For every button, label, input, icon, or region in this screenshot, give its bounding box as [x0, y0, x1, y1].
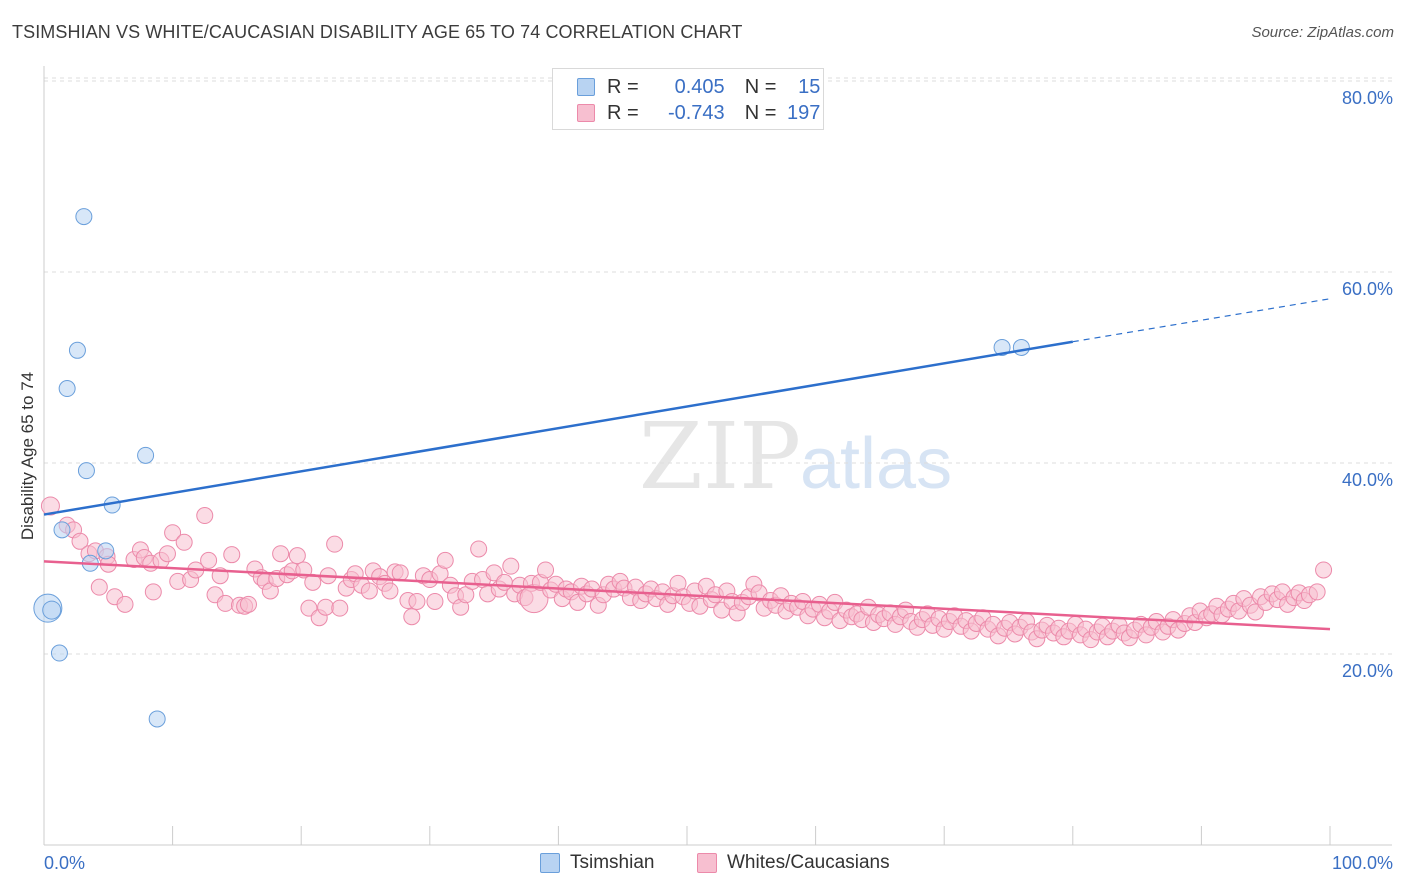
- white-caucasian-point: [436, 551, 454, 569]
- tsimshian-point: [1012, 338, 1030, 356]
- x-tick-label: 0.0%: [44, 853, 85, 873]
- r-label: R =: [607, 75, 639, 98]
- tsimshian-point: [50, 644, 68, 662]
- white-caucasian-point: [40, 496, 60, 516]
- white-caucasian-point: [391, 564, 409, 582]
- white-caucasian-point: [408, 592, 426, 610]
- white-caucasian-point: [216, 594, 234, 612]
- trend-lines: [43, 298, 1331, 631]
- tsimshian-point: [148, 710, 166, 728]
- y-tick-label: 80.0%: [1342, 88, 1393, 108]
- tick-labels: 20.0% 40.0% 60.0% 80.0% 0.0% 100.0%: [44, 88, 1393, 873]
- white-caucasian-point: [403, 608, 421, 626]
- tsimshian-point: [993, 338, 1011, 356]
- white-caucasian-point: [326, 535, 344, 553]
- white-caucasian-point: [175, 533, 193, 551]
- white-legend-swatch: [697, 853, 717, 873]
- white-caucasian-point: [200, 551, 218, 569]
- y-tick-label: 60.0%: [1342, 279, 1393, 299]
- source-credit: Source: ZipAtlas.com: [1251, 24, 1394, 41]
- x-tick-label: 100.0%: [1332, 853, 1393, 873]
- watermark-atlas: atlas: [800, 424, 952, 504]
- white-caucasian-point: [90, 578, 108, 596]
- white-caucasian-point: [164, 524, 182, 542]
- tsimshian-point: [53, 521, 71, 539]
- legend-item-white[interactable]: Whites/Caucasians: [697, 852, 890, 874]
- y-tick-label: 20.0%: [1342, 661, 1393, 681]
- y-tick-label: 40.0%: [1342, 470, 1393, 490]
- white-caucasian-point: [470, 540, 488, 558]
- tsimshian-trend-line: [43, 340, 1074, 516]
- n-label: N =: [744, 75, 777, 98]
- r-value: 0.405: [674, 75, 725, 98]
- tsimshian-legend-swatch: [540, 853, 560, 873]
- white-caucasian-point: [196, 507, 214, 525]
- white-caucasian-point: [331, 599, 349, 617]
- white-caucasian-point: [116, 595, 134, 613]
- n-label: N =: [744, 101, 777, 124]
- white-legend-label: Whites/Caucasians: [727, 852, 890, 873]
- white-caucasian-point: [537, 561, 555, 579]
- white-caucasian-point: [502, 557, 520, 575]
- axes: [43, 66, 1392, 846]
- white-caucasian-point: [158, 545, 176, 563]
- tsimshian-legend-label: Tsimshian: [570, 852, 655, 873]
- white-caucasian-point: [1315, 561, 1333, 579]
- tsimshian-point: [68, 341, 86, 359]
- tsimshian-point: [137, 446, 155, 464]
- tsimshian-swatch: [577, 78, 595, 96]
- n-value: 15: [798, 75, 821, 98]
- tsimshian-point: [97, 542, 115, 560]
- legend-row-tsimshian: R = 0.405 N = 15: [577, 75, 820, 99]
- tsimshian-point: [42, 600, 62, 620]
- legend-item-tsimshian[interactable]: Tsimshian: [540, 852, 654, 874]
- white-caucasian-point: [288, 547, 306, 565]
- white-caucasian-point: [144, 583, 162, 601]
- white-caucasian-point: [1308, 583, 1326, 601]
- gridlines: [44, 77, 1392, 655]
- white-caucasian-trend-line: [43, 560, 1331, 631]
- white-caucasian-point: [360, 582, 378, 600]
- white-swatch: [577, 104, 595, 122]
- correlation-legend: R = 0.405 N = 15 R = -0.743 N = 197: [552, 68, 824, 130]
- legend-row-white: R = -0.743 N = 197: [577, 101, 820, 125]
- white-caucasian-point: [239, 595, 257, 613]
- white-caucasian-point: [223, 546, 241, 564]
- watermark-zip: ZIP: [639, 403, 801, 510]
- r-value: -0.743: [667, 101, 725, 124]
- white-caucasian-point: [317, 598, 335, 616]
- tsimshian-point: [58, 380, 76, 398]
- white-caucasian-point: [381, 582, 399, 600]
- chart-title: TSIMSHIAN VS WHITE/CAUCASIAN DISABILITY …: [12, 22, 743, 42]
- white-caucasian-point: [71, 532, 89, 550]
- series-legend: Tsimshian Whites/Caucasians: [0, 852, 1406, 878]
- tsimshian-point: [77, 462, 95, 480]
- tsimshian-point: [75, 208, 93, 226]
- n-value: 197: [787, 101, 821, 124]
- tsimshian-points: [33, 208, 1030, 728]
- white-caucasian-point: [426, 592, 444, 610]
- r-label: R =: [607, 101, 639, 124]
- tsimshian-trend-extension: [1072, 298, 1331, 343]
- white-caucasian-point: [272, 545, 290, 563]
